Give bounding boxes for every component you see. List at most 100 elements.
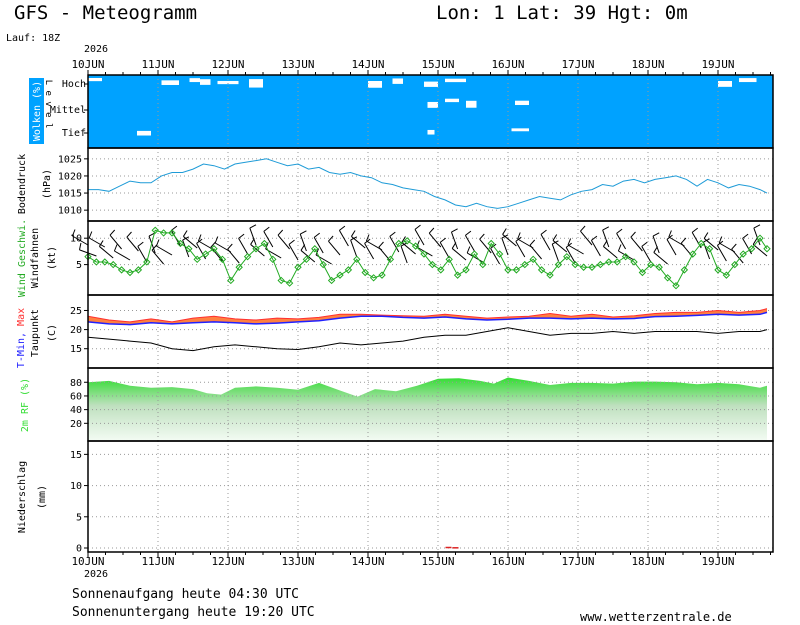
y-tick-label: 20 <box>70 325 82 336</box>
wind-speed-point <box>277 276 285 285</box>
cloud-gap <box>739 78 757 83</box>
wind-barb-flag <box>731 243 737 250</box>
wind-speed-point <box>588 263 596 271</box>
wind-speed-point <box>185 245 193 253</box>
wind-barb-flag <box>339 225 346 231</box>
wind-speed-point <box>420 250 428 258</box>
wind-barb <box>618 250 635 261</box>
wind-barb <box>238 238 249 255</box>
wind-speed-point <box>613 258 621 266</box>
x-tick-label-bottom: 13JUN <box>281 555 314 568</box>
wind-barb <box>603 246 618 259</box>
cloud-level-label: Hoch <box>62 79 86 90</box>
wind-speed-point <box>655 263 663 271</box>
wind-speed-point <box>453 271 462 279</box>
wind-barb-flag <box>439 237 447 243</box>
wind-speed-point <box>680 266 689 274</box>
y-tick-label: 1010 <box>58 206 82 217</box>
x-tick-label-bottom: 16JUN <box>491 555 524 568</box>
wind-speed-point <box>395 239 403 248</box>
cloud-cover-area <box>88 75 773 148</box>
x-tick-label-bottom: 14JUN <box>351 555 384 568</box>
y-tick-label: 1020 <box>58 171 82 182</box>
wind-speed-point <box>579 263 588 271</box>
wind-speed-point <box>529 255 537 264</box>
wind-speed-point <box>521 260 529 269</box>
wind-speed-point <box>117 266 126 274</box>
wind-speed-point <box>462 266 470 274</box>
wind-barb <box>540 234 551 251</box>
wind-speed-point <box>311 245 319 253</box>
wind-speed-point <box>697 239 705 248</box>
y-tick-label: 25 <box>70 306 82 317</box>
cloud-gap <box>217 80 239 85</box>
wind-speed-point <box>554 260 563 269</box>
wind-barb <box>414 229 425 246</box>
wind-speed-point <box>336 271 344 279</box>
wind-barb <box>731 248 744 264</box>
x-tick-label-bottom: 10JUN <box>71 555 104 568</box>
y-tick-label: 5 <box>76 260 82 271</box>
wind-barb-flag <box>602 226 610 231</box>
pressure-axis-label: Bodendruck <box>17 154 28 214</box>
wind-speed-point <box>243 252 252 261</box>
tmin-series-line <box>87 311 768 326</box>
wind-barb-flag <box>641 241 648 247</box>
wind-speed-point <box>663 274 672 282</box>
wind-barb <box>580 230 593 246</box>
location-coordinates: Lon: 1 Lat: 39 Hgt: 0m <box>436 2 688 24</box>
wind-barb-flag <box>691 227 699 233</box>
wind-speed-point <box>285 279 294 287</box>
wind-speed-point <box>731 260 739 269</box>
wind-barb <box>72 235 89 246</box>
wind-speed-point <box>495 250 504 258</box>
wind-barb <box>515 241 526 258</box>
wind-speed-point <box>344 266 353 274</box>
wind-speed-point <box>763 245 771 253</box>
wind-barb-flag <box>263 226 270 232</box>
wind-barb <box>501 237 509 256</box>
wind-speed-point <box>621 252 630 261</box>
wind-barb-flag <box>249 224 257 229</box>
cloud-gap <box>88 78 102 82</box>
x-tick-label-bottom: 17JUN <box>561 555 594 568</box>
wind-barb <box>653 252 668 265</box>
wind-barb-flag <box>580 225 586 232</box>
wind-barb-flag <box>752 238 758 245</box>
sunrise-text: Sonnenaufgang heute 04:30 UTC <box>72 587 299 602</box>
wind-barb-flag <box>718 236 723 244</box>
wind-barb-flag <box>151 244 158 251</box>
x-tick-label-top: 10JUN <box>71 58 104 71</box>
cloud-level-label: Tief <box>62 128 86 139</box>
wind-speed-point <box>235 263 243 271</box>
year-label-bottom: 2026 <box>84 569 109 580</box>
cloud-gap <box>189 78 200 83</box>
wind-barb <box>630 236 643 252</box>
cloud-label-background <box>29 78 44 144</box>
cloud-gap <box>249 79 263 88</box>
wind-speed-point <box>630 258 638 266</box>
site-url[interactable]: www.wetterzentrale.de <box>580 610 732 624</box>
wind-barb <box>151 249 164 265</box>
wind-speed-point <box>227 276 235 285</box>
y-tick-label: 10 <box>70 481 82 492</box>
wind-barb-flag <box>540 229 547 235</box>
humidity-area <box>88 377 767 440</box>
wind-speed-line <box>87 229 768 287</box>
cloud-gap <box>424 81 438 87</box>
cloud-level-label: Mittel <box>50 105 86 116</box>
wind-barb <box>602 229 610 248</box>
cloud-level-axis-label: L e v e l <box>43 80 53 129</box>
wind-speed-point <box>109 260 117 269</box>
wind-speed-point <box>647 260 655 269</box>
wind-barb-flag <box>277 229 284 236</box>
wind-barb <box>277 234 290 250</box>
wind-barb <box>716 245 727 262</box>
wind-barb-flag <box>350 230 356 237</box>
wind-barb <box>328 240 341 256</box>
wind-barb <box>428 232 442 248</box>
cloud-gap <box>368 81 382 88</box>
cloud-gap <box>445 78 466 83</box>
wind-barb <box>109 234 122 250</box>
cloud-gap <box>392 78 403 84</box>
